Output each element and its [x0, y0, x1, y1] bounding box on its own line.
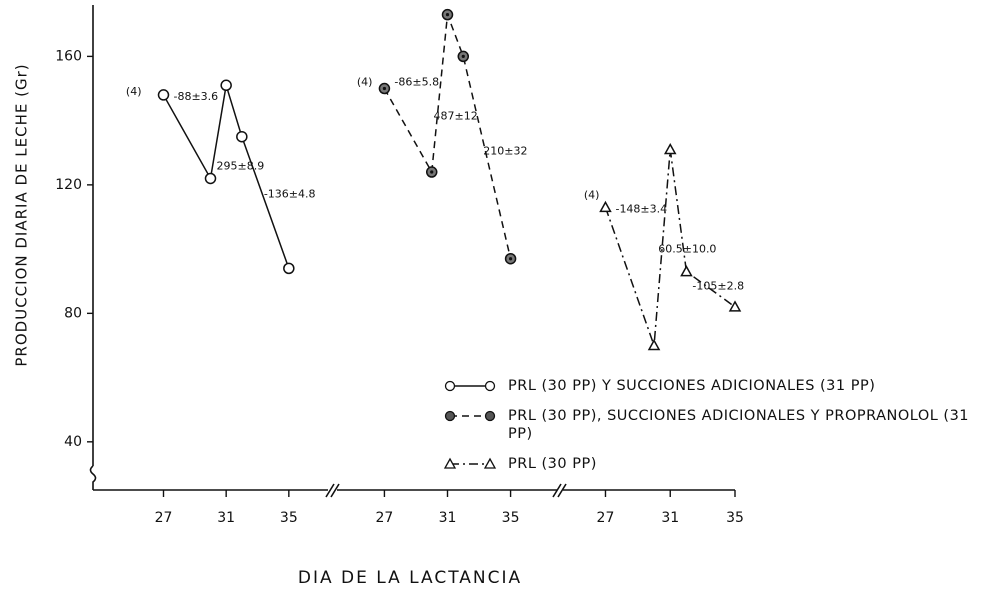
legend-marker	[444, 410, 456, 422]
annotation: -105±2.8	[692, 280, 744, 293]
marker	[728, 300, 742, 312]
x-tick-label: 27	[376, 510, 394, 526]
y-tick-label: 120	[55, 177, 82, 193]
y-tick-label: 80	[64, 305, 82, 321]
marker	[647, 338, 661, 351]
markers	[378, 8, 517, 265]
x-tick-label: 31	[217, 510, 235, 526]
x-tick-label: 27	[155, 510, 173, 526]
marker	[680, 265, 693, 277]
markers	[599, 142, 742, 351]
x-tick-label: 31	[661, 510, 679, 526]
legend-label: PRL (30 PP), SUCCIONES ADICIONALES Y PRO…	[508, 408, 970, 442]
y-tick-label: 40	[64, 434, 82, 450]
legend-label: PRL (30 PP) Y SUCCIONES ADICIONALES (31 …	[508, 378, 876, 394]
annotation: -88±3.6	[174, 90, 219, 103]
legend-swatch	[444, 380, 496, 392]
marker-dot	[382, 86, 387, 91]
annotation: 487±12	[434, 110, 478, 123]
marker-dot	[430, 170, 434, 174]
markers	[157, 79, 295, 275]
legend-marker	[443, 457, 457, 469]
legend-entry: PRL (30 PP)	[442, 455, 978, 473]
legend-label: PRL (30 PP)	[508, 456, 597, 472]
legend-entry: PRL (30 PP) Y SUCCIONES ADICIONALES (31 …	[442, 377, 978, 395]
annotation: (4)	[357, 76, 373, 89]
marker-dot	[445, 13, 450, 17]
annotation: 60.5±10.0	[658, 243, 716, 256]
annotation: 210±32	[483, 144, 527, 157]
x-tick-label: 35	[502, 510, 520, 526]
x-tick-label: 35	[726, 510, 744, 526]
annotation: -86±5.8	[394, 76, 439, 89]
annotation: (4)	[584, 188, 600, 201]
x-axis-label: DIA DE LA LACTANCIA	[298, 568, 522, 588]
marker	[220, 79, 232, 92]
legend-marker	[444, 380, 456, 392]
legend-swatch	[443, 457, 497, 469]
annotation: 295±8.9	[217, 159, 265, 172]
marker	[157, 89, 170, 101]
x-tick-label: 27	[597, 510, 615, 526]
legend-marker	[484, 410, 496, 422]
y-tick-label: 160	[55, 48, 82, 64]
x-axis-break	[325, 483, 340, 498]
x-tick-label: 31	[439, 510, 457, 526]
legend-entry: PRL (30 PP), SUCCIONES ADICIONALES Y PRO…	[442, 407, 978, 443]
y-axis-break	[89, 465, 97, 490]
annotation: -136±4.8	[264, 188, 316, 201]
legend-marker	[483, 457, 497, 469]
y-axis-label: PRODUCCION DIARIA DE LECHE (Gr)	[13, 63, 31, 366]
marker	[283, 262, 295, 275]
marker-dot	[508, 257, 513, 261]
x-tick-label: 35	[280, 510, 298, 526]
annotation: (4)	[126, 85, 142, 98]
x-axis-break	[552, 483, 567, 498]
marker	[236, 130, 248, 143]
legend: PRL (30 PP) Y SUCCIONES ADICIONALES (31 …	[442, 377, 982, 485]
legend-swatch	[444, 410, 496, 422]
marker-dot	[461, 54, 465, 58]
legend-marker	[484, 380, 496, 392]
marker	[204, 172, 217, 185]
marker	[599, 200, 612, 213]
annotation: -148±3.4	[615, 202, 667, 215]
series-line	[162, 85, 290, 269]
series-line	[383, 14, 512, 259]
marker	[663, 142, 677, 155]
